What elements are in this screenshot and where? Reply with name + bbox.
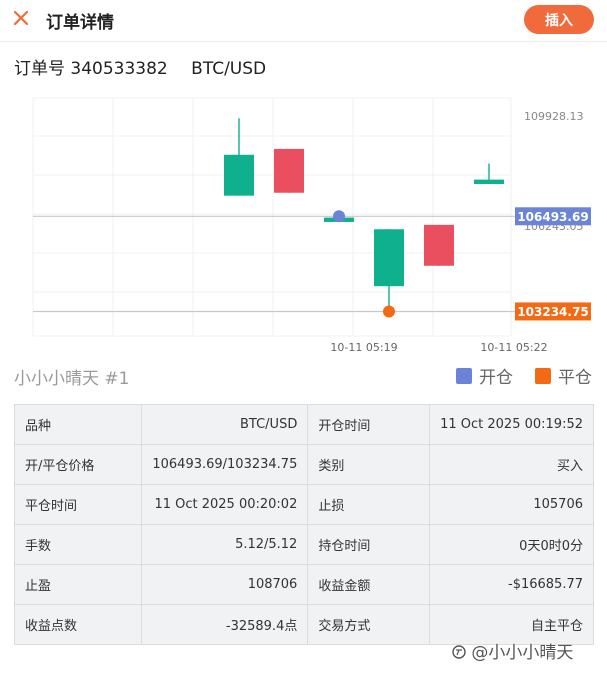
trade-markers [333, 210, 395, 318]
details-row: 平仓时间 11 Oct 2025 00:20:02 止损 105706 [13, 484, 594, 525]
candle-body [374, 229, 404, 287]
order-info-line: 订单号 340533382 BTC/USD [14, 54, 266, 79]
detail-value: 108706 [141, 564, 309, 605]
detail-label: 手数 [13, 524, 143, 565]
detail-label: 平仓时间 [13, 484, 143, 525]
close-price-tag-label: 103234.75 [517, 305, 588, 319]
candlestick-chart: 109928.13106243.05106493.69103234.7510-1… [32, 97, 591, 354]
order-details-table: 品种 BTC/USD 开仓时间 11 Oct 2025 00:19:52 开/平仓价格 1… [13, 404, 594, 645]
candle-body [424, 224, 454, 266]
detail-label: 止损 [307, 484, 431, 525]
detail-label: 开仓时间 [307, 404, 431, 445]
detail-label: 收益金额 [307, 564, 431, 605]
detail-value: 0天0时0分 [429, 524, 594, 565]
legend-open-swatch [456, 367, 472, 384]
open-marker [333, 210, 345, 223]
watermark-text: @小小小晴天 [471, 643, 574, 663]
close-icon [13, 10, 29, 26]
legend-close-label: 平仓 [558, 368, 592, 388]
x-tick-label: 10-11 05:22 [480, 341, 547, 354]
watermark: @小小小晴天 [452, 638, 573, 663]
detail-label: 收益点数 [13, 604, 143, 645]
detail-value: 106493.69/103234.75 [141, 444, 309, 485]
legend-close-swatch [535, 367, 551, 384]
candles [224, 118, 504, 312]
detail-label: 持仓时间 [307, 524, 431, 565]
open-price-tag-label: 106493.69 [517, 210, 588, 224]
detail-value: -32589.4点 [141, 604, 309, 645]
x-tick-label: 10-11 05:19 [330, 341, 397, 354]
candle-body [274, 148, 304, 193]
detail-value: -$16685.77 [429, 564, 594, 605]
zhihu-logo-icon [452, 645, 466, 659]
details-row: 品种 BTC/USD 开仓时间 11 Oct 2025 00:19:52 [13, 404, 594, 445]
close-price-tag [515, 302, 591, 321]
legend-open-label: 开仓 [479, 368, 513, 388]
detail-value: 105706 [429, 484, 594, 525]
page-title: 订单详情 [46, 13, 114, 33]
detail-value: 自主平仓 [429, 604, 594, 645]
details-row: 收益点数 -32589.4点 交易方式 自主平仓 [13, 604, 594, 645]
candle-body [474, 179, 504, 184]
price-chart: 109928.13 106243.05 106493.69 103234.75 10-1… [0, 92, 607, 360]
details-row: 开/平仓价格 106493.69/103234.75 类别 买入 [13, 444, 594, 485]
order-number: 340533382 [70, 59, 168, 79]
detail-value: BTC/USD [141, 404, 309, 445]
axis-labels: 109928.13106243.05106493.69103234.7510-1… [330, 110, 591, 354]
price-lines [33, 215, 515, 313]
detail-label: 开/平仓价格 [13, 444, 143, 485]
top-bar: 订单详情 插入 [0, 0, 607, 42]
legend-close: 平仓 [535, 363, 592, 388]
legend-open: 开仓 [456, 363, 513, 388]
candle-body [224, 154, 254, 196]
chart-owner-label: 小小小晴天 #1 [14, 369, 130, 389]
detail-label: 类别 [307, 444, 431, 485]
chart-grid [32, 97, 512, 337]
y-tick-label: 109928.13 [524, 110, 584, 123]
details-row: 止盈 108706 收益金额 -$16685.77 [13, 564, 594, 605]
detail-label: 品种 [13, 404, 143, 445]
order-pair: BTC/USD [191, 59, 267, 79]
close-button[interactable] [10, 7, 32, 29]
detail-value: 11 Oct 2025 00:20:02 [141, 484, 309, 525]
detail-value: 11 Oct 2025 00:19:52 [429, 404, 594, 445]
detail-value: 5.12/5.12 [141, 524, 309, 565]
open-price-tag [515, 207, 591, 226]
details-row: 手数 5.12/5.12 持仓时间 0天0时0分 [13, 524, 594, 565]
insert-button[interactable]: 插入 [524, 5, 594, 34]
detail-value: 买入 [429, 444, 594, 485]
detail-label: 交易方式 [307, 604, 431, 645]
chart-legend-row: 小小小晴天 #1 开仓 平仓 [0, 362, 607, 389]
detail-label: 止盈 [13, 564, 143, 605]
order-number-label: 订单号 [14, 59, 65, 79]
close-marker [383, 305, 395, 318]
